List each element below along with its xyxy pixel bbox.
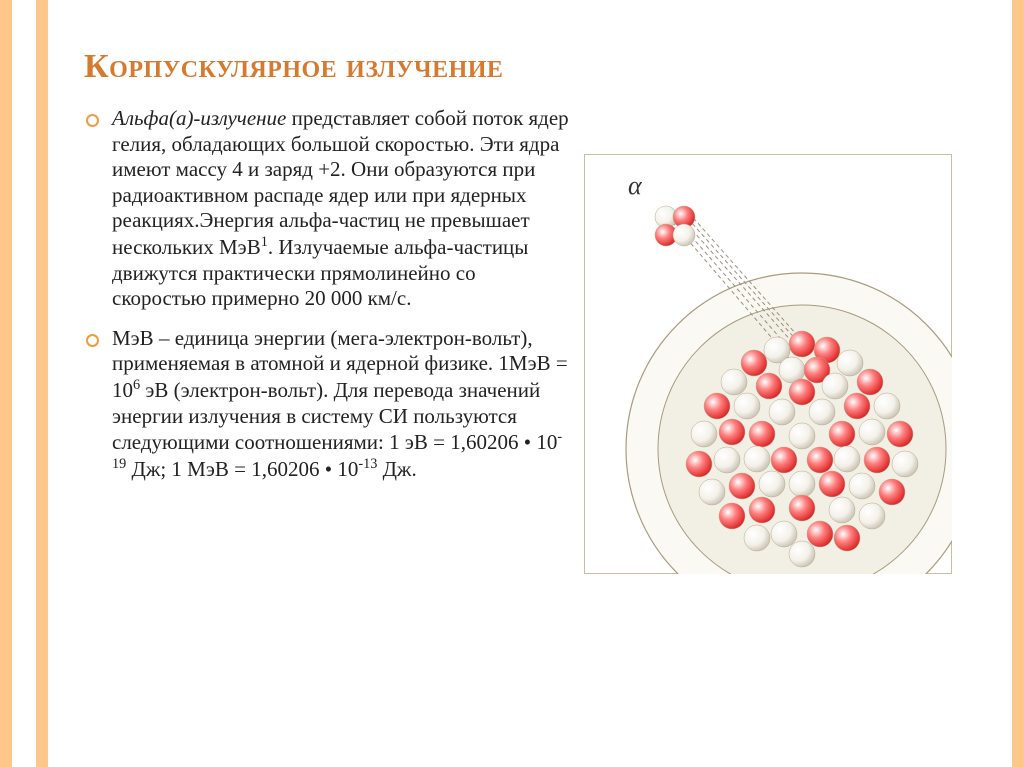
body-run: эВ (электрон-вольт). Для перевода значен… bbox=[112, 378, 557, 454]
proton bbox=[789, 495, 815, 521]
emphasis-run: Альфа(а)-излучение bbox=[112, 106, 286, 130]
proton bbox=[879, 479, 905, 505]
alpha-decay-diagram: α bbox=[584, 154, 952, 574]
neutron bbox=[769, 399, 795, 425]
text-column: Альфа(а)-излучение представляет собой по… bbox=[84, 106, 574, 497]
proton bbox=[844, 393, 870, 419]
neutron bbox=[734, 393, 760, 419]
proton bbox=[857, 369, 883, 395]
neutron bbox=[721, 369, 747, 395]
list-item: МэВ – единица энергии (мега-электрон-вол… bbox=[112, 326, 574, 483]
neutron bbox=[691, 421, 717, 447]
proton bbox=[771, 447, 797, 473]
neutron bbox=[744, 525, 770, 551]
proton bbox=[719, 503, 745, 529]
figure-column: α bbox=[584, 154, 952, 579]
neutron bbox=[874, 393, 900, 419]
proton bbox=[829, 421, 855, 447]
neutron bbox=[673, 224, 695, 246]
alpha-label: α bbox=[628, 171, 643, 200]
proton bbox=[864, 447, 890, 473]
proton bbox=[887, 421, 913, 447]
proton bbox=[729, 473, 755, 499]
neutron bbox=[834, 446, 860, 472]
proton bbox=[719, 419, 745, 445]
proton bbox=[819, 471, 845, 497]
neutron bbox=[849, 473, 875, 499]
neutron bbox=[759, 471, 785, 497]
body-run: Дж; 1 МэВ = 1,60206 • 10 bbox=[126, 457, 358, 481]
proton bbox=[807, 521, 833, 547]
proton bbox=[756, 373, 782, 399]
superscript: -13 bbox=[358, 456, 377, 472]
neutron bbox=[809, 399, 835, 425]
list-item: Альфа(а)-излучение представляет собой по… bbox=[112, 106, 574, 312]
proton bbox=[789, 379, 815, 405]
neutron bbox=[744, 446, 770, 472]
proton bbox=[789, 331, 815, 357]
bullet-list: Альфа(а)-излучение представляет собой по… bbox=[84, 106, 574, 483]
proton bbox=[807, 447, 833, 473]
neutron bbox=[714, 447, 740, 473]
slide: Корпускулярное излучение Альфа(а)-излуче… bbox=[0, 0, 1024, 767]
neutron bbox=[859, 419, 885, 445]
proton bbox=[686, 451, 712, 477]
proton bbox=[704, 393, 730, 419]
neutron bbox=[837, 350, 863, 376]
content-row: Альфа(а)-излучение представляет собой по… bbox=[84, 106, 952, 579]
proton bbox=[749, 421, 775, 447]
slide-title: Корпускулярное излучение bbox=[84, 48, 952, 86]
neutron bbox=[829, 497, 855, 523]
neutron bbox=[789, 541, 815, 567]
proton bbox=[834, 525, 860, 551]
neutron bbox=[699, 479, 725, 505]
neutron bbox=[859, 503, 885, 529]
body-run: Дж. bbox=[377, 457, 416, 481]
proton bbox=[749, 497, 775, 523]
neutron bbox=[789, 423, 815, 449]
neutron bbox=[822, 373, 848, 399]
neutron bbox=[789, 471, 815, 497]
neutron bbox=[892, 451, 918, 477]
superscript: 1 bbox=[261, 234, 268, 250]
neutron bbox=[771, 521, 797, 547]
proton bbox=[741, 350, 767, 376]
